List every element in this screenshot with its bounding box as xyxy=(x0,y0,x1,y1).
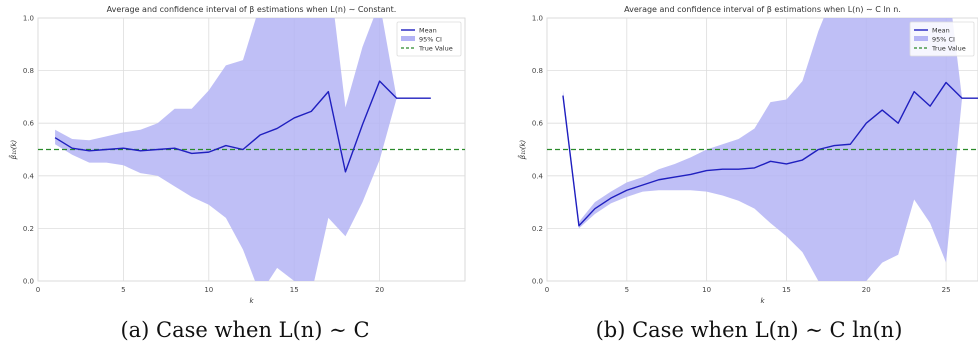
legend-mean-label: Mean xyxy=(419,27,437,35)
legend-true-value-label: True Value xyxy=(418,45,453,53)
x-tick-label: 20 xyxy=(862,286,871,294)
y-axis-label: β̂₁₀(k) xyxy=(9,139,18,159)
x-axis-label: k xyxy=(249,297,254,305)
legend-ci-swatch xyxy=(914,36,928,41)
y-tick-label: 1.0 xyxy=(23,15,34,23)
y-tick-label: 0.0 xyxy=(23,278,34,286)
y-tick-label: 0.4 xyxy=(23,172,35,180)
y-tick-label: 0.2 xyxy=(23,225,34,233)
x-tick-label: 10 xyxy=(702,286,711,294)
x-tick-label: 10 xyxy=(204,286,213,294)
chart-panel-1: 0.0 0.2 0.4 0.6 0.8 1.0 0 5 10 15 20 25 Average and … xyxy=(518,5,978,342)
x-axis-label: k xyxy=(760,297,765,305)
x-tick-label: 15 xyxy=(782,286,791,294)
confidence-band xyxy=(562,18,963,281)
x-tick-label: 20 xyxy=(375,286,384,294)
y-tick-label: 0.0 xyxy=(532,278,543,286)
figure-caption: (a) Case when L(n) ∼ C xyxy=(120,318,369,342)
figure-caption: (b) Case when L(n) ∼ C ln(n) xyxy=(596,318,903,342)
y-tick-label: 0.6 xyxy=(532,120,544,128)
y-tick-label: 0.8 xyxy=(532,67,543,75)
x-tick-label: 15 xyxy=(290,286,299,294)
legend-ci-swatch xyxy=(401,36,415,41)
y-axis-label: β̂₁₀(k) xyxy=(518,139,527,159)
y-tick-label: 1.0 xyxy=(532,15,543,23)
y-tick-label: 0.4 xyxy=(532,172,544,180)
chart-title: Average and confidence interval of β est… xyxy=(107,5,397,14)
legend-ci-label: 95% CI xyxy=(419,36,442,44)
y-tick-label: 0.8 xyxy=(23,67,34,75)
legend-ci-label: 95% CI xyxy=(932,36,955,44)
y-tick-label: 0.6 xyxy=(23,120,35,128)
x-tick-label: 5 xyxy=(121,286,125,294)
legend-true-value-label: True Value xyxy=(931,45,966,53)
legend-mean-label: Mean xyxy=(932,27,950,35)
x-tick-label: 0 xyxy=(36,286,40,294)
x-tick-label: 25 xyxy=(942,286,951,294)
chart-panel-0: 0.0 0.2 0.4 0.6 0.8 1.0 0 5 10 15 20 Average and co… xyxy=(9,5,466,342)
y-tick-label: 0.2 xyxy=(532,225,543,233)
chart-title: Average and confidence interval of β est… xyxy=(624,5,901,14)
x-tick-label: 5 xyxy=(625,286,629,294)
x-tick-label: 0 xyxy=(545,286,549,294)
